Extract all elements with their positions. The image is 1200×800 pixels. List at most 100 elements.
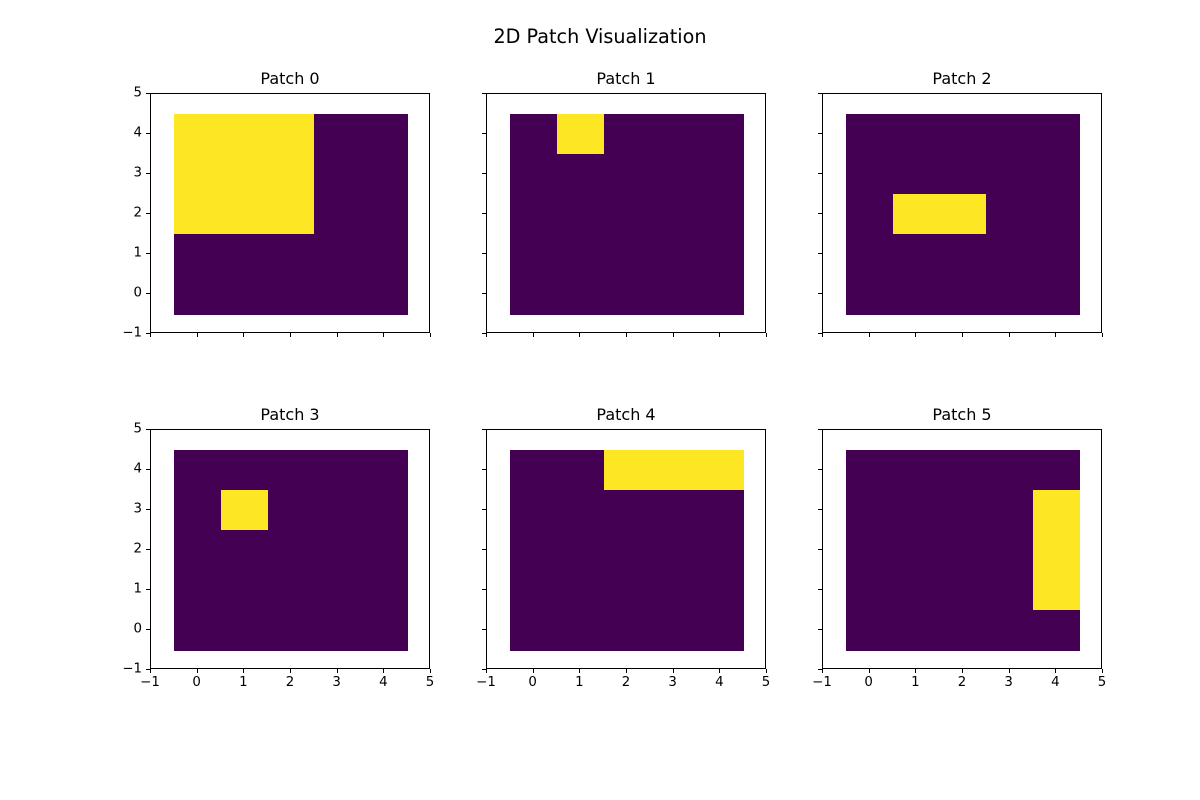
ytick-mark — [482, 253, 486, 254]
ytick-label: 3 — [134, 502, 142, 517]
ytick-mark — [482, 213, 486, 214]
ytick-mark — [146, 429, 150, 430]
xtick-mark — [533, 333, 534, 337]
heatmap-cell — [361, 490, 408, 531]
heatmap-cell — [697, 234, 744, 275]
ytick-label: 2 — [134, 542, 142, 557]
xtick-label: −1 — [476, 675, 496, 690]
ytick-label: 1 — [134, 582, 142, 597]
subplot-title: Patch 3 — [150, 405, 430, 424]
xtick-mark — [915, 669, 916, 673]
heatmap-cell — [510, 570, 557, 611]
ytick-label: 4 — [134, 462, 142, 477]
xtick-mark — [383, 669, 384, 673]
ytick-mark — [818, 173, 822, 174]
heatmap-cell — [557, 490, 604, 531]
xtick-mark — [337, 669, 338, 673]
heatmap-cell — [986, 114, 1033, 155]
xtick-mark — [766, 669, 767, 673]
ytick-mark — [818, 213, 822, 214]
xtick-label: 4 — [379, 675, 387, 690]
ytick-mark — [818, 429, 822, 430]
xtick-mark — [290, 669, 291, 673]
heatmap-cell — [650, 154, 697, 195]
heatmap-cell — [361, 234, 408, 275]
heatmap-cell — [986, 154, 1033, 195]
xtick-mark — [197, 669, 198, 673]
heatmap-cell — [940, 490, 987, 531]
xtick-label: 3 — [668, 675, 676, 690]
heatmap-cell — [893, 530, 940, 571]
heatmap-cell — [604, 114, 651, 155]
ytick-mark — [146, 669, 150, 670]
heatmap-cell — [221, 530, 268, 571]
heatmap-cell — [986, 274, 1033, 315]
heatmap-cell — [604, 530, 651, 571]
xtick-mark — [243, 669, 244, 673]
ytick-mark — [482, 133, 486, 134]
xtick-label: 3 — [1004, 675, 1012, 690]
ytick-label: 1 — [134, 246, 142, 261]
heatmap-cell — [697, 530, 744, 571]
heatmap-cell — [986, 194, 1033, 235]
heatmap-cell — [221, 154, 268, 195]
heatmap-cell — [940, 114, 987, 155]
ytick-mark — [482, 293, 486, 294]
ytick-label: 5 — [134, 422, 142, 437]
xtick-mark — [533, 669, 534, 673]
heatmap-cell — [650, 274, 697, 315]
heatmap-cell — [697, 610, 744, 651]
heatmap-cell — [268, 154, 315, 195]
axes-frame — [150, 93, 430, 333]
heatmap-cell — [650, 194, 697, 235]
heatmap-cell — [314, 450, 361, 491]
figure-suptitle: 2D Patch Visualization — [0, 25, 1200, 48]
heatmap-cell — [604, 194, 651, 235]
heatmap-cell — [893, 570, 940, 611]
ytick-mark — [146, 469, 150, 470]
ytick-mark — [146, 333, 150, 334]
heatmap-cell — [940, 530, 987, 571]
heatmap-cell — [557, 234, 604, 275]
xtick-mark — [1055, 333, 1056, 337]
subplot-1: Patch 1 — [486, 93, 766, 333]
heatmap-cell — [268, 274, 315, 315]
ytick-label: 3 — [134, 166, 142, 181]
heatmap-cell — [557, 530, 604, 571]
xtick-label: 2 — [622, 675, 630, 690]
heatmap-cell — [174, 610, 221, 651]
ytick-mark — [482, 173, 486, 174]
heatmap-cell — [268, 194, 315, 235]
heatmap-cell — [268, 610, 315, 651]
xtick-mark — [673, 669, 674, 673]
subplot-5: Patch 5−1012345 — [822, 429, 1102, 669]
heatmap-cell — [846, 530, 893, 571]
ytick-mark — [146, 629, 150, 630]
heatmap-cell — [604, 154, 651, 195]
xtick-mark — [822, 333, 823, 337]
xtick-mark — [962, 333, 963, 337]
ytick-mark — [818, 589, 822, 590]
heatmap-cell — [604, 274, 651, 315]
heatmap-cell — [361, 450, 408, 491]
xtick-mark — [915, 333, 916, 337]
heatmap-cell — [893, 234, 940, 275]
heatmap-cell — [604, 490, 651, 531]
heatmap-cell — [604, 570, 651, 611]
xtick-label: 0 — [192, 675, 200, 690]
xtick-mark — [486, 669, 487, 673]
heatmap-cell — [604, 234, 651, 275]
heatmap-cell — [893, 154, 940, 195]
heatmap-cell — [940, 154, 987, 195]
xtick-mark — [579, 669, 580, 673]
heatmap-cell — [940, 194, 987, 235]
xtick-mark — [1102, 333, 1103, 337]
heatmap-cell — [221, 194, 268, 235]
heatmap-cell — [557, 450, 604, 491]
heatmap-cell — [986, 234, 1033, 275]
heatmap-cell — [697, 570, 744, 611]
ytick-mark — [818, 669, 822, 670]
heatmap-cell — [361, 610, 408, 651]
ytick-mark — [818, 333, 822, 334]
ytick-mark — [482, 429, 486, 430]
